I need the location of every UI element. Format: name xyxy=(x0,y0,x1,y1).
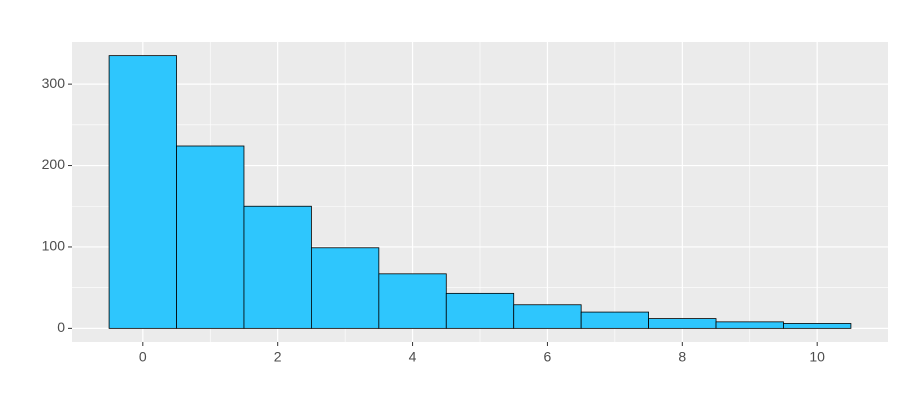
bar xyxy=(378,273,447,329)
x-tick-label: 10 xyxy=(809,349,825,365)
bar xyxy=(513,304,582,329)
bar xyxy=(445,292,515,329)
x-tick-label: 0 xyxy=(139,349,147,365)
y-tick-label: 300 xyxy=(42,75,66,91)
bar xyxy=(580,311,649,329)
bar xyxy=(243,205,312,329)
bar xyxy=(311,247,380,329)
bar xyxy=(108,55,177,329)
x-tick-label: 6 xyxy=(544,349,552,365)
y-tick-label: 200 xyxy=(42,156,66,172)
bar xyxy=(715,321,784,329)
x-tick-label: 8 xyxy=(678,349,686,365)
y-tick-label: 0 xyxy=(57,319,65,335)
x-tick-label: 4 xyxy=(409,349,417,365)
y-tick-label: 100 xyxy=(42,238,66,254)
bar xyxy=(648,318,717,329)
bar xyxy=(176,145,245,329)
x-tick-label: 2 xyxy=(274,349,282,365)
bar xyxy=(783,323,852,329)
